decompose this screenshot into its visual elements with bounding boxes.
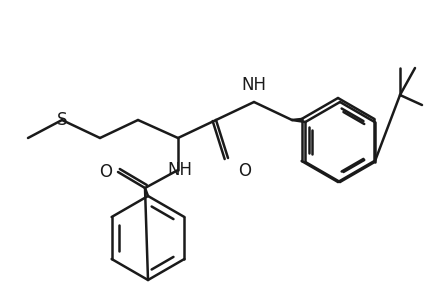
Text: NH: NH (242, 76, 267, 94)
Text: O: O (99, 163, 112, 181)
Text: S: S (57, 111, 67, 129)
Text: O: O (238, 162, 251, 180)
Text: NH: NH (167, 161, 192, 179)
